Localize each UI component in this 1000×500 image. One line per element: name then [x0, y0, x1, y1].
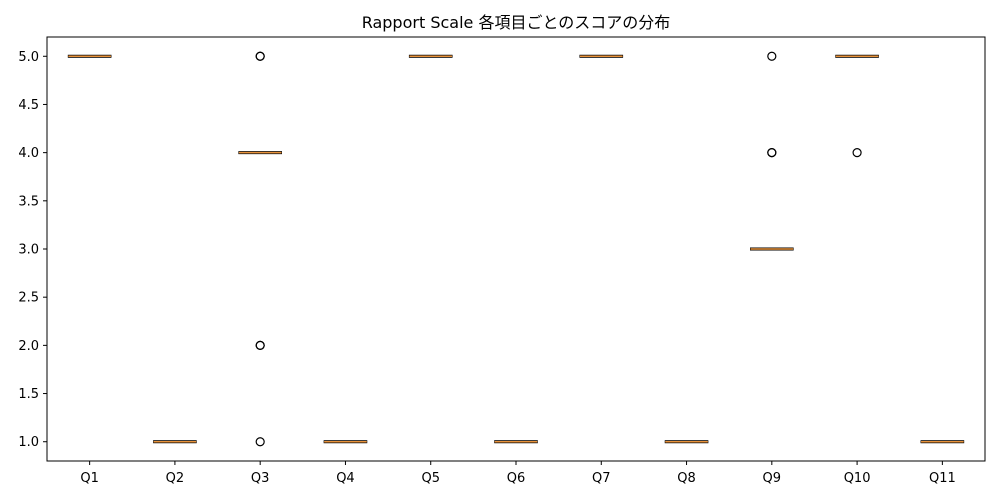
box-q7 — [579, 54, 624, 58]
x-axis: Q1 Q2 Q3 Q4 Q5 Q6 Q7 Q8 Q9 Q10 Q11 — [80, 461, 956, 486]
x-tick-label: Q6 — [507, 471, 526, 486]
box-q11 — [920, 440, 965, 444]
outlier-point — [767, 51, 777, 61]
x-tick-label: Q9 — [763, 471, 782, 486]
box-q10 — [835, 54, 879, 158]
outlier-point — [255, 437, 265, 447]
box-q1 — [67, 54, 112, 58]
x-tick-label: Q5 — [421, 471, 440, 486]
plot-area-frame — [46, 36, 986, 462]
y-tick-label: 1.0 — [18, 435, 39, 450]
x-tick-label: Q4 — [336, 471, 355, 486]
x-tick-label: Q7 — [592, 471, 611, 486]
outlier-point — [255, 51, 265, 61]
box-q4 — [323, 440, 368, 444]
box-q8 — [664, 440, 709, 444]
y-tick-label: 3.0 — [18, 243, 39, 258]
y-axis: 1.0 1.5 2.0 2.5 3.0 3.5 4.0 4.5 5.0 — [18, 50, 47, 450]
y-tick-label: 4.5 — [18, 98, 39, 113]
y-tick-label: 1.5 — [18, 387, 39, 402]
x-tick-label: Q11 — [929, 471, 956, 486]
y-tick-label: 5.0 — [18, 50, 39, 65]
box-q2 — [153, 440, 197, 444]
x-tick-label: Q3 — [251, 471, 270, 486]
y-tick-label: 4.0 — [18, 146, 39, 161]
x-tick-label: Q8 — [677, 471, 696, 486]
box-q3 — [238, 51, 282, 447]
box-series — [67, 51, 965, 447]
box-q5 — [408, 54, 453, 58]
box-q6 — [494, 440, 538, 444]
y-tick-label: 2.5 — [18, 291, 39, 306]
outlier-point — [852, 148, 862, 158]
x-tick-label: Q2 — [166, 471, 185, 486]
y-tick-label: 3.5 — [18, 194, 39, 209]
x-tick-label: Q1 — [80, 471, 99, 486]
outlier-point — [767, 148, 777, 158]
outlier-point — [255, 340, 265, 350]
chart-title: Rapport Scale 各項目ごとのスコアの分布 — [362, 13, 671, 32]
x-tick-label: Q10 — [844, 471, 871, 486]
box-q9 — [750, 51, 794, 251]
y-tick-label: 2.0 — [18, 339, 39, 354]
